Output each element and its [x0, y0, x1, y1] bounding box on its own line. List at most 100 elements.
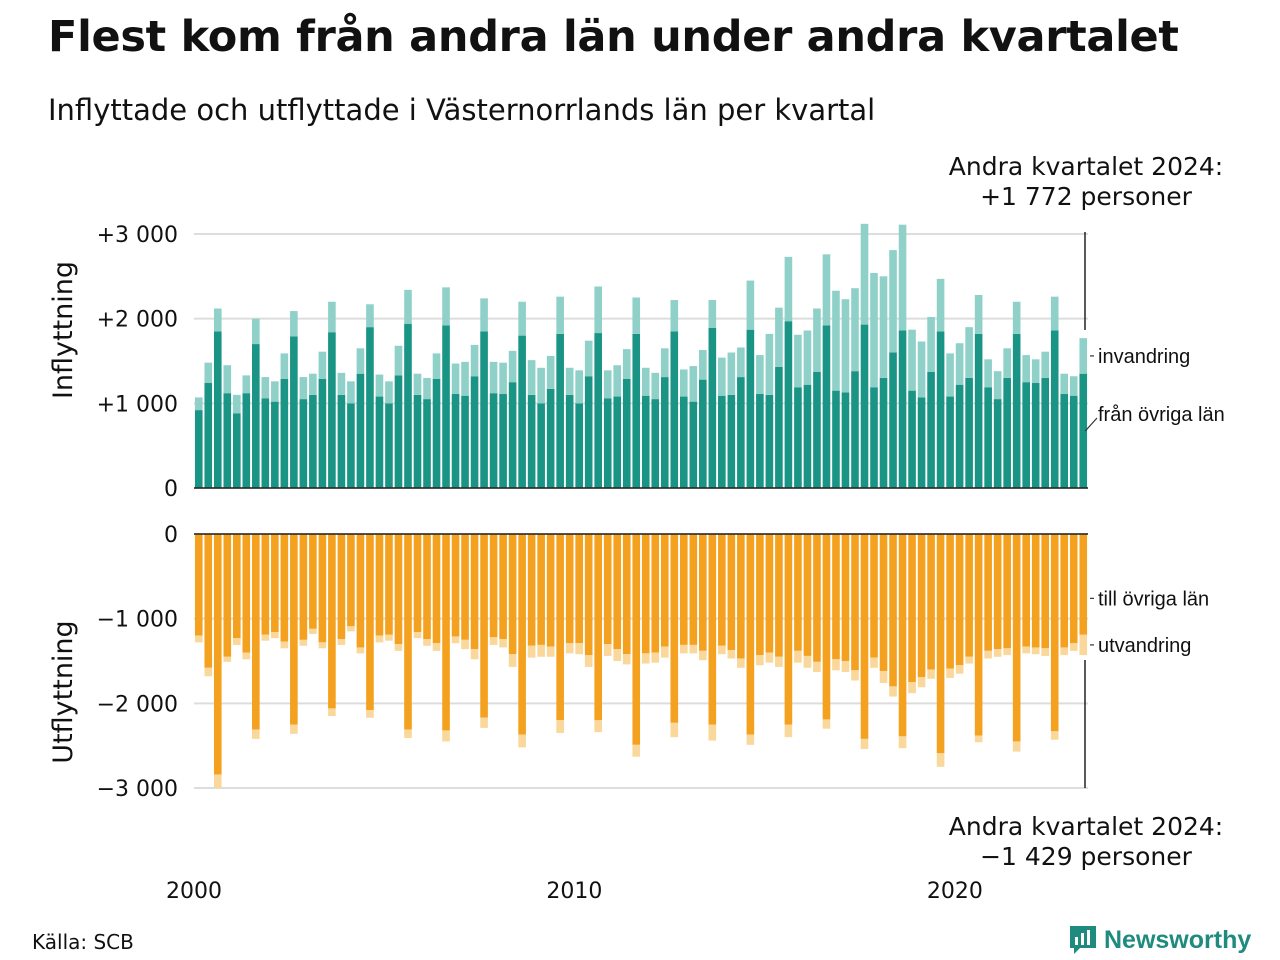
bar-immigration: [946, 353, 954, 397]
bar-immigration: [822, 254, 831, 326]
bar-out-counties: [965, 534, 973, 657]
x-tick-label: 2020: [927, 879, 983, 904]
bar-out-counties: [603, 534, 612, 645]
bar-in-counties: [670, 331, 679, 488]
bar-immigration: [1069, 376, 1078, 396]
bar-out-counties: [318, 534, 327, 643]
bar-emigration: [746, 734, 755, 745]
bar-emigration: [1079, 634, 1088, 656]
brand-logo[interactable]: Newsworthy: [1068, 924, 1251, 956]
bar-emigration: [927, 669, 935, 679]
bar-out-counties: [1031, 534, 1040, 648]
bar-emigration: [271, 632, 279, 639]
bar-out-counties: [1050, 534, 1059, 732]
bar-in-counties: [356, 373, 365, 488]
bar-immigration: [423, 377, 431, 400]
bar-in-counties: [290, 336, 298, 488]
bar-emigration: [841, 661, 850, 673]
series-label-emigration: utvandring: [1098, 635, 1191, 657]
bar-emigration: [613, 649, 622, 661]
bar-in-counties: [594, 333, 603, 488]
x-tick-label: 2000: [166, 879, 222, 904]
bar-immigration: [261, 377, 270, 399]
inflow-y-tick-label: 0: [164, 477, 178, 502]
bar-out-counties: [841, 534, 850, 661]
outflow-y-tick-label: −2 000: [97, 692, 178, 717]
bar-out-counties: [822, 534, 831, 720]
bar-in-counties: [309, 394, 317, 488]
inflow-y-tick-label: +3 000: [97, 223, 178, 248]
bar-out-counties: [708, 534, 717, 725]
bar-emigration: [1022, 646, 1030, 654]
bar-emigration: [223, 656, 232, 662]
bar-out-counties: [917, 534, 926, 678]
bar-emigration: [784, 724, 793, 738]
bar-immigration: [565, 367, 574, 395]
bar-emigration: [1012, 741, 1021, 752]
bar-out-counties: [908, 534, 916, 683]
bar-emigration: [337, 638, 346, 645]
bar-out-counties: [280, 534, 289, 642]
brand-name: Newsworthy: [1104, 925, 1252, 954]
bar-emigration: [822, 719, 831, 729]
bar-immigration: [689, 366, 698, 402]
bar-emigration: [917, 677, 926, 688]
bar-emigration: [756, 655, 764, 666]
bar-in-counties: [1050, 330, 1059, 488]
bar-in-counties: [347, 403, 355, 488]
bar-emigration: [708, 724, 717, 741]
bar-immigration: [632, 297, 641, 334]
bar-emigration: [965, 656, 973, 664]
annotation-outflow-line1: Andra kvartalet 2024:: [948, 812, 1224, 841]
chart-subtitle: Inflyttade och utflyttade i Västernorrla…: [48, 93, 876, 127]
bar-emigration: [718, 645, 726, 655]
bar-out-counties: [803, 534, 812, 656]
bar-immigration: [1003, 348, 1011, 378]
bar-emigration: [309, 628, 317, 634]
bar-in-counties: [280, 378, 289, 488]
bar-in-counties: [822, 325, 831, 488]
bar-immigration: [860, 223, 869, 325]
bar-in-counties: [518, 335, 526, 488]
bar-emigration: [775, 656, 783, 667]
bar-immigration: [794, 334, 802, 388]
bar-in-counties: [328, 332, 336, 488]
bar-in-counties: [622, 378, 631, 488]
bar-immigration: [898, 224, 907, 331]
bar-immigration: [366, 304, 374, 328]
bar-out-counties: [594, 534, 603, 721]
bar-immigration: [546, 355, 555, 389]
bar-out-counties: [784, 534, 793, 725]
bar-immigration: [737, 347, 745, 378]
bar-immigration: [1031, 359, 1040, 384]
bar-out-counties: [356, 534, 365, 648]
bar-in-counties: [641, 395, 650, 488]
bar-out-counties: [641, 534, 650, 654]
bar-out-counties: [974, 534, 983, 736]
bar-out-counties: [546, 534, 555, 647]
bar-out-counties: [870, 534, 878, 658]
bar-in-counties: [974, 333, 983, 488]
bar-emigration: [727, 649, 736, 659]
bar-emigration: [765, 652, 774, 663]
bar-in-counties: [1041, 377, 1050, 488]
bar-in-counties: [1079, 373, 1088, 488]
bar-immigration: [832, 290, 840, 391]
bar-emigration: [641, 653, 650, 664]
bar-in-counties: [575, 403, 583, 488]
bar-in-counties: [775, 366, 783, 488]
bar-emigration: [870, 657, 878, 668]
bar-out-counties: [813, 534, 821, 662]
bar-in-counties: [689, 401, 698, 488]
bar-in-counties: [470, 376, 479, 488]
bar-immigration: [575, 370, 583, 404]
bar-emigration: [984, 650, 992, 659]
bar-emigration: [404, 729, 412, 739]
bar-emigration: [832, 659, 840, 671]
bar-in-counties: [936, 331, 945, 488]
bar-immigration: [784, 256, 793, 322]
bar-emigration: [699, 650, 707, 661]
bar-in-counties: [480, 331, 488, 488]
bar-immigration: [584, 340, 593, 377]
bar-immigration: [708, 300, 717, 328]
